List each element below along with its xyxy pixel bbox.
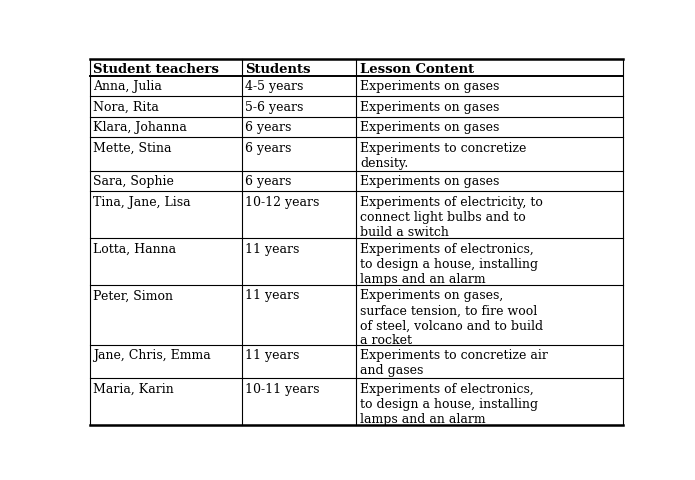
Text: 11 years: 11 years <box>245 349 300 362</box>
Bar <box>90 76 242 97</box>
Text: Tina, Jane, Lisa: Tina, Jane, Lisa <box>93 195 191 208</box>
Text: Experiments to concretize
density.: Experiments to concretize density. <box>360 142 526 169</box>
Bar <box>90 138 242 171</box>
Bar <box>90 171 242 192</box>
Text: 10-12 years: 10-12 years <box>245 195 320 208</box>
Text: 4-5 years: 4-5 years <box>245 80 304 93</box>
Bar <box>356 345 623 379</box>
Text: 5-6 years: 5-6 years <box>245 101 304 114</box>
Text: Jane, Chris, Emma: Jane, Chris, Emma <box>93 349 211 362</box>
Text: Student teachers: Student teachers <box>93 63 219 76</box>
Bar <box>242 118 356 138</box>
Text: Experiments on gases: Experiments on gases <box>360 101 499 114</box>
Text: Experiments on gases: Experiments on gases <box>360 121 499 134</box>
Bar <box>242 97 356 118</box>
Text: Experiments of electronics,
to design a house, installing
lamps and an alarm: Experiments of electronics, to design a … <box>360 242 538 285</box>
Bar <box>90 345 242 379</box>
Text: Nora, Rita: Nora, Rita <box>93 101 159 114</box>
Text: Klara, Johanna: Klara, Johanna <box>93 121 187 134</box>
Text: Anna, Julia: Anna, Julia <box>93 80 162 93</box>
Text: Lotta, Hanna: Lotta, Hanna <box>93 242 177 255</box>
Text: Lesson Content: Lesson Content <box>360 63 474 76</box>
Text: Maria, Karin: Maria, Karin <box>93 383 174 396</box>
Text: Students: Students <box>245 63 311 76</box>
Bar <box>242 138 356 171</box>
Text: Experiments on gases,
surface tension, to fire wool
of steel, volcano and to bui: Experiments on gases, surface tension, t… <box>360 289 543 347</box>
Text: 11 years: 11 years <box>245 242 300 255</box>
Text: Experiments to concretize air
and gases: Experiments to concretize air and gases <box>360 349 548 377</box>
Bar <box>90 118 242 138</box>
Text: 6 years: 6 years <box>245 121 292 134</box>
Text: 6 years: 6 years <box>245 142 292 155</box>
Bar <box>90 60 242 76</box>
Bar <box>356 76 623 97</box>
Bar <box>242 76 356 97</box>
Text: 11 years: 11 years <box>245 289 300 302</box>
Text: 6 years: 6 years <box>245 175 292 188</box>
Text: Experiments of electronics,
to design a house, installing
lamps and an alarm: Experiments of electronics, to design a … <box>360 383 538 425</box>
Bar <box>356 171 623 192</box>
Text: Mette, Stina: Mette, Stina <box>93 142 172 155</box>
Bar <box>242 345 356 379</box>
Bar <box>356 60 623 76</box>
Text: Peter, Simon: Peter, Simon <box>93 289 173 302</box>
Text: Experiments of electricity, to
connect light bulbs and to
build a switch: Experiments of electricity, to connect l… <box>360 195 543 239</box>
Bar <box>242 171 356 192</box>
Text: 10-11 years: 10-11 years <box>245 383 320 396</box>
Bar <box>90 97 242 118</box>
Bar <box>242 60 356 76</box>
Bar <box>356 138 623 171</box>
Text: Experiments on gases: Experiments on gases <box>360 175 499 188</box>
Text: Experiments on gases: Experiments on gases <box>360 80 499 93</box>
Bar <box>356 118 623 138</box>
Text: Sara, Sophie: Sara, Sophie <box>93 175 174 188</box>
Bar <box>356 97 623 118</box>
